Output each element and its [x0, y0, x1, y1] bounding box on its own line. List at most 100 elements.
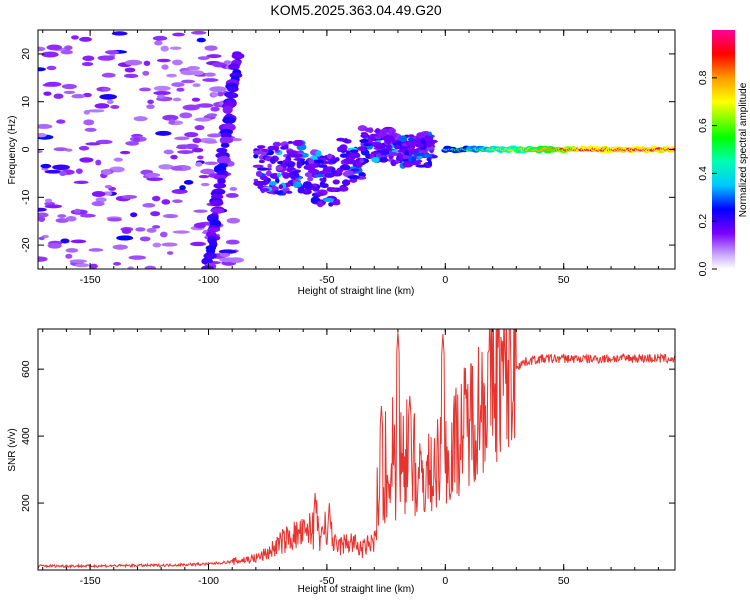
heatmap-cluster-cell — [416, 132, 424, 139]
heatmap-noise-cell — [139, 236, 151, 242]
heatmap-cluster-cell — [253, 150, 263, 155]
heatmap-cluster-cell — [339, 144, 348, 151]
heatmap-cluster-cell — [256, 167, 269, 171]
heatmap-noise-cell — [163, 149, 174, 155]
heatmap-noise-cell — [194, 117, 212, 122]
heatmap-noise-cell — [166, 251, 174, 255]
spectrogram-xlabel: Height of straight line (km) — [298, 286, 415, 297]
heatmap-noise-cell — [38, 149, 43, 154]
x-tick-label: -150 — [80, 274, 101, 286]
heatmap-noise-cell — [161, 64, 169, 70]
heatmap-noise-cell — [226, 217, 241, 224]
heatmap-noise-cell — [82, 55, 95, 62]
heatmap-noise-cell — [38, 236, 45, 241]
heatmap-noise-cell — [81, 62, 94, 67]
heatmap-cluster-cell — [319, 177, 325, 182]
heatmap-cluster-cell — [397, 146, 409, 150]
heatmap-noise-cell — [119, 150, 131, 155]
heatmap-noise-cell — [44, 204, 63, 209]
heatmap-cluster-cell — [258, 159, 265, 164]
colorbar-ticks: 0.0 0.2 0.4 0.6 0.8 — [697, 70, 717, 276]
heatmap-noise-cell — [87, 109, 105, 113]
heatmap-noise-cell — [112, 244, 128, 250]
heatmap-noise-cell — [145, 172, 161, 178]
x-tick-label: -50 — [319, 575, 334, 587]
heatmap-cluster-cell — [278, 184, 284, 190]
heatmap-noise-cell — [184, 131, 199, 138]
heatmap-cluster-cell — [261, 148, 269, 152]
heatmap-noise-cell — [88, 248, 104, 252]
heatmap-cluster-cell — [310, 196, 321, 204]
heatmap-cluster-cell — [291, 153, 303, 158]
heatmap-cluster-cell — [350, 168, 360, 172]
heatmap-streak-cell — [228, 63, 240, 70]
heatmap-noise-cell — [101, 72, 116, 78]
heatmap-streak-cell — [220, 137, 230, 145]
heatmap-noise-cell — [182, 104, 200, 111]
heatmap-noise-cell — [128, 255, 147, 260]
snr-series-line — [38, 329, 675, 569]
heatmap-cluster-cell — [302, 181, 313, 188]
heatmap-noise-cell — [57, 214, 67, 218]
heatmap-cluster-cell — [288, 174, 300, 179]
heatmap-streak-cell — [227, 85, 239, 93]
y-tick-label: 10 — [20, 96, 32, 108]
heatmap-noise-cell — [161, 199, 171, 205]
heatmap-noise-cell — [61, 83, 77, 90]
heatmap-cluster-cell — [273, 190, 282, 195]
heatmap-cluster-cell — [331, 200, 341, 206]
heatmap-noise-cell — [124, 59, 143, 66]
heatmap-cluster-cell — [391, 149, 399, 153]
heatmap-noise-cell — [147, 99, 154, 104]
heatmap-cluster-cell — [415, 164, 428, 168]
x-tick-label: 0 — [442, 575, 448, 587]
heatmap-noise-cell — [40, 163, 52, 169]
heatmap-noise-cell — [166, 73, 177, 78]
heatmap-noise-cell — [53, 93, 64, 99]
x-tick-label: -100 — [198, 575, 219, 587]
heatmap-cluster-cell — [379, 148, 390, 156]
heatmap-cluster-cell — [304, 172, 312, 178]
heatmap-cluster-cell — [252, 164, 264, 168]
heatmap-cluster-cell — [269, 181, 278, 186]
heatmap-cluster-cell — [270, 157, 276, 164]
x-tick-label: 0 — [442, 274, 448, 286]
heatmap-noise-cell — [191, 97, 201, 102]
heatmap-noise-cell — [133, 136, 141, 142]
x-tick-label: 50 — [558, 274, 570, 286]
heatmap-cluster-cell — [371, 156, 380, 163]
heatmap-cluster-cell — [253, 153, 259, 159]
heatmap-noise-cell — [38, 216, 46, 223]
heatmap-noise-cell — [206, 54, 222, 59]
heatmap-cluster-cell — [329, 159, 338, 164]
heatmap-cluster-cell — [410, 143, 416, 150]
heatmap-streak-cell — [225, 92, 239, 99]
heatmap-noise-cell — [60, 49, 73, 55]
heatmap-cluster-cell — [255, 170, 263, 177]
y-tick-label: -10 — [20, 190, 32, 205]
heatmap-noise-cell — [206, 113, 218, 117]
heatmap-noise-cell — [197, 56, 210, 61]
heatmap-cluster-cell — [282, 172, 290, 179]
heatmap-cluster-cell — [292, 181, 302, 188]
heatmap-cluster-cell — [349, 149, 359, 153]
heatmap-noise-cell — [99, 93, 117, 100]
heatmap-noise-cell — [95, 139, 113, 145]
heatmap-noise-cell — [200, 182, 210, 187]
heatmap-noise-cell — [112, 261, 122, 266]
heatmap-noise-cell — [111, 31, 128, 36]
heatmap-cluster-cell — [286, 190, 293, 194]
heatmap-cluster-cell — [378, 157, 389, 163]
heatmap-noise-cell — [80, 213, 96, 218]
heatmap-noise-cell — [41, 51, 59, 58]
heatmap-noise-cell — [180, 79, 196, 84]
heatmap-streak-cell — [213, 182, 227, 189]
heatmap-cluster-cell — [410, 156, 416, 163]
heatmap-noise-cell — [135, 227, 146, 232]
heatmap-cluster-cell — [357, 146, 366, 152]
heatmap-noise-cell — [170, 154, 178, 160]
heatmap-noise-cell — [204, 45, 218, 51]
heatmap-noise-cell — [170, 165, 183, 171]
heatmap-noise-cell — [151, 225, 161, 229]
heatmap-noise-cell — [44, 198, 53, 203]
